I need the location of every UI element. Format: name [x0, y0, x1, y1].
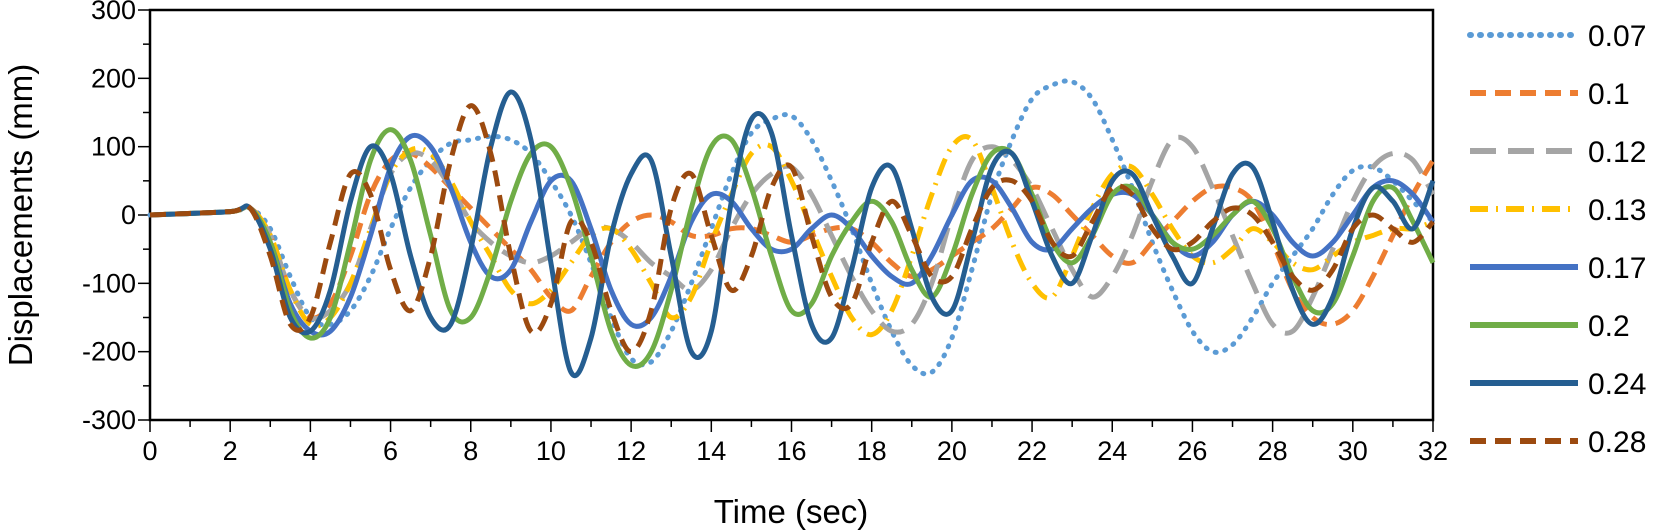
x-tick-label: 6 — [383, 436, 398, 466]
x-tick-label: 20 — [937, 436, 967, 466]
x-tick-label: 16 — [776, 436, 806, 466]
x-tick-label: 2 — [223, 436, 238, 466]
series-line-0.13 — [149, 134, 1434, 338]
y-tick-label: -200 — [82, 337, 136, 367]
legend-label-0.1: 0.1 — [1588, 78, 1630, 111]
legend-label-0.2: 0.2 — [1588, 310, 1630, 343]
series-line-0.12 — [149, 134, 1436, 336]
x-tick-label: 24 — [1097, 436, 1127, 466]
x-tick-label: 10 — [536, 436, 566, 466]
legend: 0.07 0.1 0.12 0.13 0.17 0.2 0.24 0.28 — [1467, 20, 1646, 459]
y-tick-label: -100 — [82, 268, 136, 298]
legend-label-0.24: 0.24 — [1588, 368, 1646, 401]
x-tick-label: 32 — [1418, 436, 1448, 466]
x-tick-label: 4 — [303, 436, 318, 466]
legend-label-0.07: 0.07 — [1588, 20, 1646, 53]
y-tick-label: 100 — [91, 132, 136, 162]
legend-label-0.17: 0.17 — [1588, 252, 1646, 285]
x-tick-label: 22 — [1017, 436, 1047, 466]
x-tick-label: 0 — [142, 436, 157, 466]
series-line-0.28 — [149, 103, 1435, 355]
plot-area — [148, 8, 1435, 422]
series-layer — [147, 78, 1436, 378]
y-tick-label: 200 — [91, 63, 136, 93]
x-tick-label: 28 — [1258, 436, 1288, 466]
x-tick-label: 26 — [1177, 436, 1207, 466]
y-tick-label: 300 — [91, 0, 136, 25]
x-tick-label: 30 — [1338, 436, 1368, 466]
x-tick-label: 8 — [463, 436, 478, 466]
x-axis-title: Time (sec) — [714, 493, 869, 530]
y-tick-label: -300 — [82, 405, 136, 435]
axes: 0 2 4 6 8 10 12 14 16 18 20 22 24 26 28 30 323002001000-… — [82, 0, 1448, 466]
x-tick-label: 18 — [857, 436, 887, 466]
x-tick-label: 12 — [616, 436, 646, 466]
x-tick-label: 14 — [696, 436, 726, 466]
legend-label-0.13: 0.13 — [1588, 194, 1646, 227]
legend-label-0.12: 0.12 — [1588, 136, 1646, 169]
series-line-0.07 — [147, 78, 1436, 377]
y-tick-label: 0 — [121, 200, 136, 230]
legend-label-0.28: 0.28 — [1588, 426, 1646, 459]
y-axis-title: Displacements (mm) — [2, 64, 39, 367]
